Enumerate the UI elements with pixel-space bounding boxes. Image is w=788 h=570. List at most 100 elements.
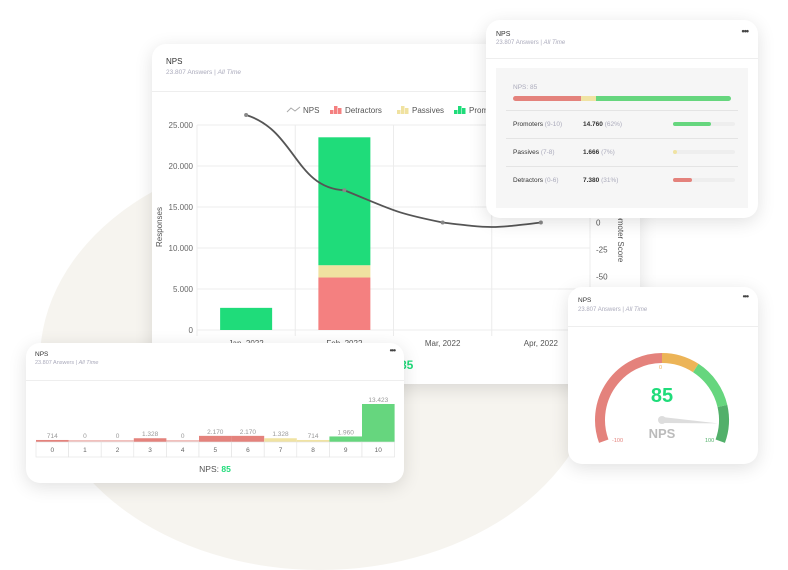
gauge-needle xyxy=(661,417,718,424)
score-label: 3 xyxy=(148,447,152,454)
bar-promoters xyxy=(220,307,273,330)
nps-breakdown-card: NPS 23.807 Answers | All Time ••• NPS: 8… xyxy=(486,20,758,218)
y-axis-label: Responses xyxy=(155,207,164,247)
bar-value-label: 13.423 xyxy=(368,397,388,404)
score-bar xyxy=(296,439,330,442)
legend-passives: Passives xyxy=(412,106,444,115)
breakdown-panel: NPS: 85 Promoters (9-10) 14.760 (62%) Pa… xyxy=(496,68,748,208)
nps-gauge xyxy=(595,353,729,443)
bar-value-label: 1.328 xyxy=(272,431,289,438)
card-subtitle: 23.807 Answers | All Time xyxy=(166,69,241,76)
score-label: 1 xyxy=(83,447,87,454)
x-tick-label: Apr, 2022 xyxy=(524,339,559,348)
more-options-icon[interactable]: ••• xyxy=(389,346,396,355)
score-label: 0 xyxy=(50,447,54,454)
legend-promoters-icon xyxy=(462,108,466,114)
share-segment-promoters xyxy=(595,96,731,101)
score-label: 6 xyxy=(246,447,250,454)
gauge-needle-hub xyxy=(658,416,666,424)
gauge-value: 85 xyxy=(650,385,674,407)
score-bar xyxy=(264,438,297,442)
more-options-icon[interactable]: ••• xyxy=(741,26,750,36)
nps-line xyxy=(245,114,541,228)
card-title: NPS xyxy=(166,57,183,66)
breakdown-row-detractors: Detractors (0-6) 7.380 (31%) xyxy=(513,166,735,194)
y-tick-label: 20.000 xyxy=(169,162,194,171)
y2-axis-label: Net Promoter Score xyxy=(616,192,625,263)
score-bar xyxy=(329,436,362,442)
score-label: 4 xyxy=(181,447,185,454)
score-label: 2 xyxy=(116,447,120,454)
score-label: 10 xyxy=(375,447,383,454)
nps-share-bar xyxy=(513,96,731,101)
score-bar xyxy=(166,440,199,442)
score-label: 9 xyxy=(344,447,348,454)
legend-detractors-icon xyxy=(330,110,334,114)
legend-detractors: Detractors xyxy=(345,106,382,115)
bar-value-label: 2.170 xyxy=(207,429,224,436)
bar-value-label: 1.960 xyxy=(338,429,355,436)
gauge-detractor-arc xyxy=(595,353,663,443)
legend-promoters-icon xyxy=(454,110,458,114)
score-cell xyxy=(361,441,395,458)
score-bar xyxy=(362,404,395,442)
card-title: NPS xyxy=(35,351,49,358)
gauge-passive-arc xyxy=(661,353,699,373)
bar-value-label: 0 xyxy=(83,433,87,440)
legend-passives-icon xyxy=(397,110,401,114)
y-tick-label: 5.000 xyxy=(173,285,194,294)
legend-line-icon xyxy=(286,106,301,113)
score-label: 5 xyxy=(213,447,217,454)
card-subtitle: 23.807 Answers | All Time xyxy=(35,360,99,366)
bar-value-label: 1.328 xyxy=(142,431,159,438)
gauge-top-arc xyxy=(715,404,729,443)
more-options-icon[interactable]: ••• xyxy=(742,292,749,301)
nps-point xyxy=(440,220,445,225)
gauge-max-label: 100 xyxy=(705,438,715,444)
score-bar xyxy=(199,435,232,442)
y-tick-label: 15.000 xyxy=(169,203,194,212)
row-progress-bar xyxy=(673,178,735,182)
bar-value-label: 714 xyxy=(47,433,58,440)
score-label: 8 xyxy=(311,447,315,454)
nps-point xyxy=(244,113,249,117)
gauge-min-label: -100 xyxy=(612,438,624,444)
gauge-mid-label: 0 xyxy=(659,365,663,371)
score-bar xyxy=(101,440,134,442)
y-tick-label: 25.000 xyxy=(169,121,194,130)
y-tick-label: 0 xyxy=(189,326,194,335)
legend-promoters-icon xyxy=(458,106,462,114)
score-bar xyxy=(36,439,69,442)
score-label: 7 xyxy=(279,447,283,454)
x-tick-label: Mar, 2022 xyxy=(425,339,461,348)
score-distribution-chart: 714001021.3283042.17052.17061.328771481.… xyxy=(35,397,395,458)
bar-passives xyxy=(318,265,371,278)
score-bar xyxy=(231,435,265,442)
card-title: NPS xyxy=(496,31,511,38)
y2-tick-label: 0 xyxy=(596,219,601,228)
legend-detractors-icon xyxy=(338,108,342,114)
legend-passives-icon xyxy=(401,106,405,114)
breakdown-row-passives: Passives (7-8) 1.666 (7%) xyxy=(513,138,735,166)
row-progress-bar xyxy=(673,150,735,154)
score-bar xyxy=(133,438,167,442)
nps-point xyxy=(538,220,543,225)
legend-detractors-icon xyxy=(334,106,338,114)
nps-label: NPS: 85 xyxy=(513,84,538,91)
card-subtitle: 23.807 Answers | All Time xyxy=(496,40,566,46)
breakdown-row-promoters: Promoters (9-10) 14.760 (62%) xyxy=(513,110,735,138)
bar-promoters xyxy=(318,137,371,266)
nps-footer: NPS: 85 xyxy=(199,464,231,474)
share-segment-detractors xyxy=(513,96,581,101)
bar-detractors xyxy=(318,277,371,330)
row-progress-bar xyxy=(673,122,735,126)
bar-value-label: 0 xyxy=(181,433,185,440)
nps-point xyxy=(342,188,347,193)
y2-tick-label: -25 xyxy=(596,245,608,254)
card-title: NPS xyxy=(578,297,592,304)
score-bar xyxy=(68,440,102,442)
gauge-promoter-arc xyxy=(692,363,728,408)
nps-gauge-card: NPS 23.807 Answers | All Time ••• 85 NPS… xyxy=(568,287,758,464)
bar-value-label: 2.170 xyxy=(240,429,257,436)
legend-nps: NPS xyxy=(303,106,319,115)
